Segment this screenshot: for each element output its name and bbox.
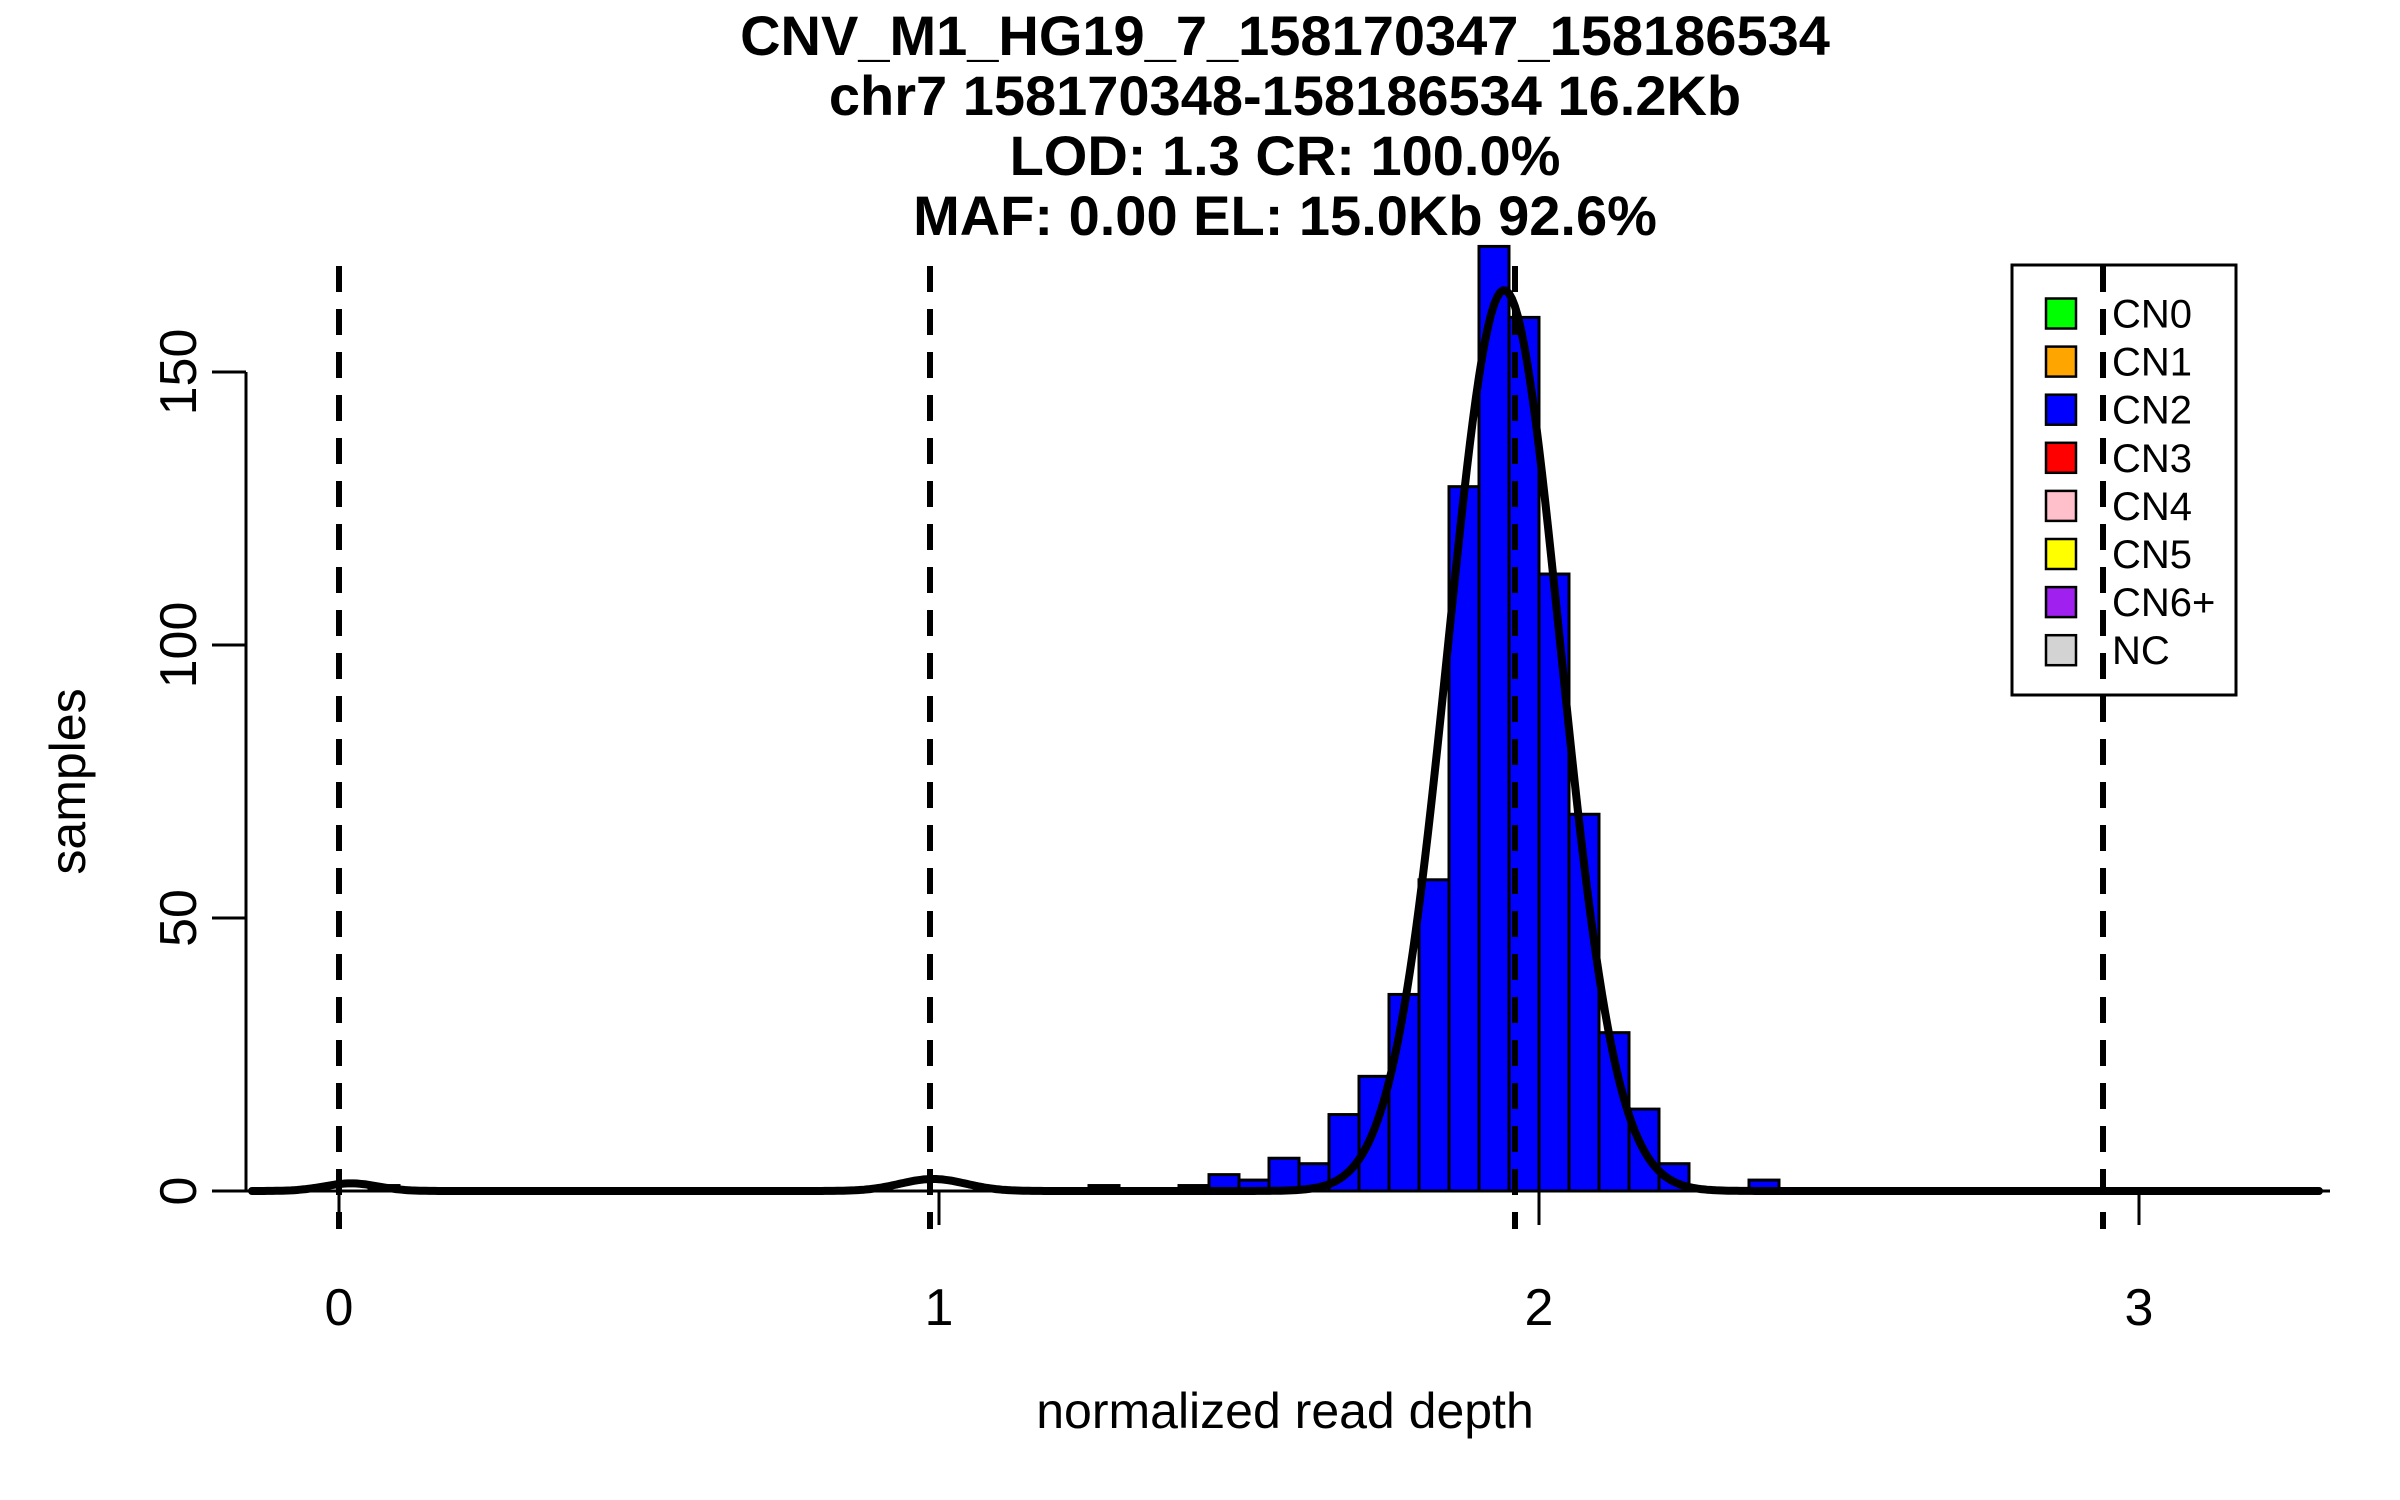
y-tick-label: 0 <box>150 1177 208 1206</box>
x-axis-title: normalized read depth <box>1036 1383 1534 1439</box>
legend-swatch-cn3 <box>2044 441 2078 475</box>
legend-swatch-cn2 <box>2044 393 2078 426</box>
legend-label-cn2: CN2 <box>2112 389 2192 433</box>
legend-swatch-cn6plus <box>2044 585 2078 619</box>
legend-swatch-cn4 <box>2044 489 2078 523</box>
legend-swatch-cn1 <box>2044 345 2078 378</box>
x-tick-label: 1 <box>925 1279 954 1337</box>
legend-box <box>2010 263 2238 697</box>
x-tick-label: 3 <box>2125 1279 2154 1337</box>
legend-label-cn0: CN0 <box>2112 293 2192 337</box>
legend-swatch-nc <box>2044 633 2078 667</box>
legend-swatch-cn0 <box>2044 297 2078 330</box>
x-tick-label: 0 <box>325 1279 354 1337</box>
histogram-bar <box>1417 878 1451 1193</box>
chart-title-line: LOD: 1.3 CR: 100.0% <box>1010 124 1561 187</box>
histogram-bar <box>1627 1107 1661 1193</box>
chart-title-line: CNV_M1_HG19_7_158170347_158186534 <box>740 4 1830 67</box>
x-tick-label: 2 <box>1525 1279 1554 1337</box>
y-tick-label: 50 <box>150 889 208 947</box>
histogram-bar <box>1477 244 1511 1193</box>
legend-label-cn4: CN4 <box>2112 485 2192 529</box>
fit-curve <box>248 286 2323 1195</box>
chart-title-line: MAF: 0.00 EL: 15.0Kb 92.6% <box>913 184 1657 247</box>
legend-label-cn5: CN5 <box>2112 533 2192 577</box>
legend-label-cn6plus: CN6+ <box>2112 581 2215 625</box>
histogram-bar <box>1267 1156 1301 1193</box>
legend-swatch-cn5 <box>2044 537 2078 571</box>
y-tick-label: 150 <box>150 329 208 416</box>
chart-title-line: chr7 158170348-158186534 16.2Kb <box>829 64 1741 127</box>
y-axis-title: samples <box>40 688 96 874</box>
legend-label-cn3: CN3 <box>2112 437 2192 481</box>
legend-label-cn1: CN1 <box>2112 341 2192 385</box>
y-tick-label: 100 <box>150 602 208 689</box>
legend-label-nc: NC <box>2112 629 2170 673</box>
